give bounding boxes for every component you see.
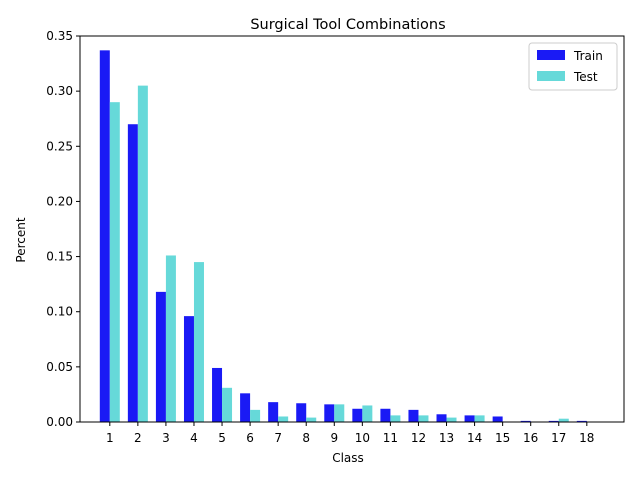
bar-train-class-4: [183, 316, 194, 422]
bar-test-class-3: [165, 255, 176, 422]
bar-test-class-9: [334, 404, 345, 422]
y-tick-label: 0.00: [46, 415, 73, 429]
bar-train-class-12: [408, 409, 419, 422]
plot-area: [99, 50, 587, 423]
bar-test-class-8: [306, 417, 317, 422]
bar-train-class-10: [352, 408, 363, 422]
x-tick-label: 13: [439, 431, 454, 445]
y-tick-label: 0.25: [46, 139, 73, 153]
x-tick-label: 14: [467, 431, 482, 445]
x-tick-label: 8: [302, 431, 310, 445]
bar-test-class-4: [193, 262, 204, 422]
y-tick-label: 0.20: [46, 194, 73, 208]
bar-train-class-16: [520, 420, 531, 422]
legend-label-train: Train: [573, 49, 603, 63]
bar-train-class-7: [268, 402, 279, 422]
bar-test-class-11: [390, 415, 401, 422]
bar-train-class-15: [492, 416, 503, 422]
bar-train-class-6: [240, 393, 251, 422]
x-tick-label: 2: [134, 431, 142, 445]
bar-test-class-2: [137, 85, 148, 422]
bar-train-class-17: [548, 420, 559, 422]
y-tick-label: 0.15: [46, 250, 73, 264]
bar-train-class-3: [155, 291, 166, 422]
x-tick-label: 5: [218, 431, 226, 445]
x-tick-label: 18: [579, 431, 594, 445]
legend-swatch-train: [537, 50, 565, 60]
bar-train-class-14: [464, 415, 475, 422]
x-tick-label: 10: [355, 431, 370, 445]
x-tick-label: 3: [162, 431, 170, 445]
x-tick-label: 12: [411, 431, 426, 445]
bar-train-class-5: [212, 367, 223, 422]
bar-train-class-13: [436, 414, 447, 422]
bar-test-class-1: [109, 102, 120, 423]
bar-test-class-5: [222, 387, 233, 422]
bar-test-class-7: [278, 416, 289, 422]
bar-test-class-6: [250, 409, 261, 422]
x-tick-label: 1: [106, 431, 114, 445]
bar-test-class-17: [558, 418, 569, 422]
bar-train-class-9: [324, 404, 335, 422]
bar-test-class-14: [474, 415, 485, 422]
legend-swatch-test: [537, 71, 565, 81]
bar-train-class-2: [127, 124, 138, 422]
y-tick-label: 0.10: [46, 305, 73, 319]
legend: Train Test: [528, 42, 618, 91]
bar-train-class-11: [380, 408, 391, 422]
x-tick-label: 16: [523, 431, 538, 445]
x-axis: 1 2 3 4 5 6 7 8 9 10 11 12 13 14 15 16 17 18: [106, 422, 594, 445]
x-tick-label: 6: [246, 431, 254, 445]
y-tick-label: 0.35: [46, 29, 73, 43]
y-tick-label: 0.05: [46, 360, 73, 374]
x-tick-label: 15: [495, 431, 510, 445]
x-tick-label: 17: [551, 431, 566, 445]
legend-label-test: Test: [573, 70, 598, 84]
plot-frame: [79, 35, 625, 423]
bar-train-class-18: [576, 420, 587, 422]
x-tick-label: 4: [190, 431, 198, 445]
bar-train-class-1: [99, 50, 110, 422]
y-axis-title: Percent: [14, 217, 28, 262]
x-tick-label: 7: [274, 431, 282, 445]
bar-test-class-12: [418, 415, 429, 422]
y-tick-label: 0.30: [46, 84, 73, 98]
chart-title: Surgical Tool Combinations: [250, 17, 445, 33]
bar-test-class-10: [362, 405, 373, 422]
x-axis-title: Class: [332, 451, 364, 465]
x-tick-label: 9: [330, 431, 338, 445]
y-axis: 0.00 0.05 0.10 0.15 0.20 0.25 0.30 0.35: [46, 29, 80, 429]
bar-train-class-8: [296, 403, 307, 422]
bar-test-class-13: [446, 417, 457, 422]
x-tick-label: 11: [383, 431, 398, 445]
